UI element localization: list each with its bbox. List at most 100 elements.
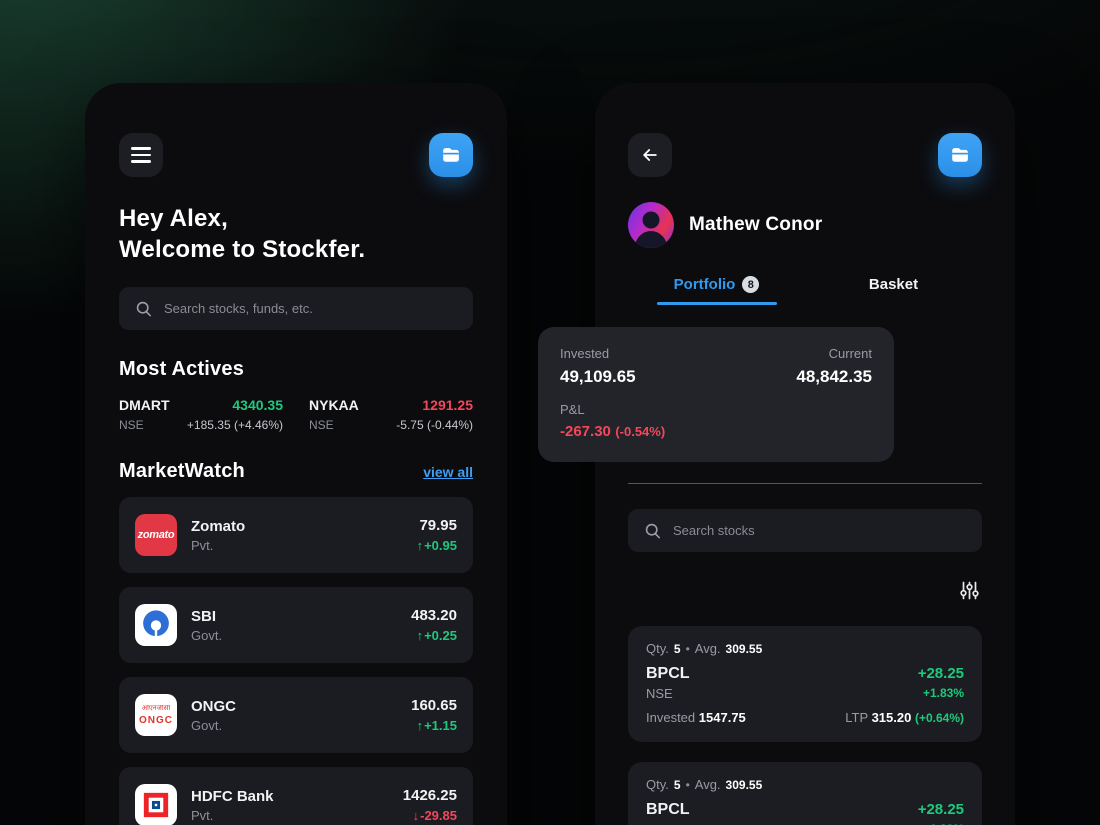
stock-exchange: NSE <box>119 418 144 432</box>
holding-symbol: BPCL <box>646 801 690 818</box>
stock-price: 483.20 <box>411 607 457 624</box>
stock-change: +185.35 (+4.46%) <box>186 418 283 432</box>
stock-quote: 1426.25 ↓-29.85 <box>403 787 457 823</box>
stock-price: 1291.25 <box>422 397 473 413</box>
current-label: Current <box>828 346 872 361</box>
wallet-button[interactable] <box>938 133 982 177</box>
stock-name: SBI <box>191 607 217 625</box>
search-icon <box>645 523 661 539</box>
stock-category: Govt. <box>191 627 223 643</box>
hdfc-logo-mark <box>143 792 169 818</box>
avg-value: 309.55 <box>725 777 763 792</box>
tab-portfolio[interactable]: Portfolio 8 <box>628 276 805 305</box>
marketwatch-header: MarketWatch view all <box>119 460 473 483</box>
portfolio-top-bar <box>628 133 982 177</box>
marketwatch-title: MarketWatch <box>119 460 245 482</box>
ongc-logo: ओएनजीसी ONGC <box>135 694 177 736</box>
stock-name: Zomato <box>191 517 246 535</box>
stock-exchange: NSE <box>309 418 334 432</box>
marketwatch-item-zomato[interactable]: zomato Zomato Pvt. 79.95 ↑+0.95 <box>119 497 473 573</box>
avg-label: Avg. <box>694 777 721 792</box>
stock-quote: 79.95 ↑+0.95 <box>417 517 457 553</box>
most-actives-row: DMART 4340.35 NSE +185.35 (+4.46%) NYKAA… <box>119 397 473 432</box>
up-arrow-icon: ↑ <box>416 718 424 733</box>
stock-info: SBI Govt. <box>191 608 222 643</box>
stock-category: Pvt. <box>191 807 214 823</box>
holding-exchange: NSE <box>646 822 673 825</box>
stock-price: 79.95 <box>419 517 457 534</box>
tabs: Portfolio 8 Basket <box>628 276 982 305</box>
tab-basket-label: Basket <box>868 276 919 293</box>
marketwatch-item-hdfc[interactable]: HDFC Bank Pvt. 1426.25 ↓-29.85 <box>119 767 473 825</box>
stock-name: ONGC <box>191 697 236 715</box>
stock-change: -5.75 (-0.44%) <box>396 418 473 432</box>
qty-value: 5 <box>673 641 681 656</box>
ltp-change: (+0.64%) <box>914 711 964 725</box>
holding-pnl-percent: +1.83% <box>923 822 964 825</box>
stock-info: Zomato Pvt. <box>191 518 245 553</box>
qty-label: Qty. <box>646 641 669 656</box>
section-divider <box>628 483 982 484</box>
view-all-link[interactable]: view all <box>423 464 473 480</box>
pnl-value: -267.30 <box>560 423 611 440</box>
portfolio-search-input[interactable] <box>673 523 967 538</box>
up-arrow-icon: ↑ <box>416 628 424 643</box>
sbi-logo-mark <box>143 610 169 639</box>
stock-change: +0.25 <box>424 628 457 643</box>
home-top-bar <box>119 133 473 177</box>
profile-row: Mathew Conor <box>628 202 982 248</box>
qty-value: 5 <box>673 777 681 792</box>
tab-portfolio-label: Portfolio <box>673 276 736 293</box>
filter-button[interactable] <box>957 578 982 606</box>
invested-label: Invested <box>646 710 696 725</box>
qty-label: Qty. <box>646 777 669 792</box>
holding-card-bpcl-1[interactable]: Qty. 5 • Avg. 309.55 BPCL +28.25 NSE +1.… <box>628 626 982 742</box>
avg-value: 309.55 <box>725 641 763 656</box>
invested-value: 49,109.65 <box>560 367 636 386</box>
back-button[interactable] <box>628 133 672 177</box>
zomato-logo: zomato <box>135 514 177 556</box>
stock-change: +1.15 <box>424 718 457 733</box>
filter-icon <box>960 581 979 600</box>
marketwatch-item-sbi[interactable]: SBI Govt. 483.20 ↑+0.25 <box>119 587 473 663</box>
stock-symbol: NYKAA <box>309 397 359 413</box>
home-search-bar[interactable] <box>119 287 473 330</box>
active-stock-nykaa[interactable]: NYKAA 1291.25 NSE -5.75 (-0.44%) <box>309 397 473 432</box>
holding-symbol: BPCL <box>646 665 690 682</box>
stock-quote: 160.65 ↑+1.15 <box>411 697 457 733</box>
avatar-silhouette <box>634 211 668 248</box>
active-tab-underline <box>656 302 777 305</box>
stock-symbol: DMART <box>119 397 170 413</box>
current-value: 48,842.35 <box>796 367 872 386</box>
search-icon <box>136 301 152 317</box>
stock-price: 4340.35 <box>232 397 283 413</box>
most-actives-title: Most Actives <box>119 358 245 380</box>
active-stock-dmart[interactable]: DMART 4340.35 NSE +185.35 (+4.46%) <box>119 397 283 432</box>
pnl-percent: (-0.54%) <box>615 424 666 439</box>
holding-pnl-percent: +1.83% <box>922 686 964 700</box>
stock-name: HDFC Bank <box>191 787 274 805</box>
stock-change: +0.95 <box>424 538 457 553</box>
invested-value: 1547.75 <box>698 710 746 725</box>
ltp-label: LTP <box>845 710 868 725</box>
menu-button[interactable] <box>119 133 163 177</box>
home-screen: Hey Alex, Welcome to Stockfer. Most Acti… <box>85 83 507 825</box>
stock-change: -29.85 <box>420 808 457 823</box>
invested-label: Invested <box>560 346 610 361</box>
holding-card-bpcl-2[interactable]: Qty. 5 • Avg. 309.55 BPCL +28.25 NSE +1.… <box>628 762 982 825</box>
pnl-label: P&L <box>560 402 585 417</box>
sbi-logo <box>135 604 177 646</box>
wallet-button[interactable] <box>429 133 473 177</box>
greeting-line2: Welcome to Stockfer. <box>119 236 366 263</box>
home-search-input[interactable] <box>164 301 458 316</box>
menu-icon <box>131 147 151 163</box>
wallet-icon <box>952 148 968 162</box>
back-icon <box>643 149 657 161</box>
wallet-icon <box>443 148 459 162</box>
portfolio-search-bar[interactable] <box>628 509 982 552</box>
stock-info: HDFC Bank Pvt. <box>191 788 274 823</box>
ltp-value: 315.20 <box>871 710 912 725</box>
tab-basket[interactable]: Basket <box>805 276 982 297</box>
marketwatch-item-ongc[interactable]: ओएनजीसी ONGC ONGC Govt. 160.65 ↑+1.15 <box>119 677 473 753</box>
holding-pnl: +28.25 <box>917 801 964 818</box>
